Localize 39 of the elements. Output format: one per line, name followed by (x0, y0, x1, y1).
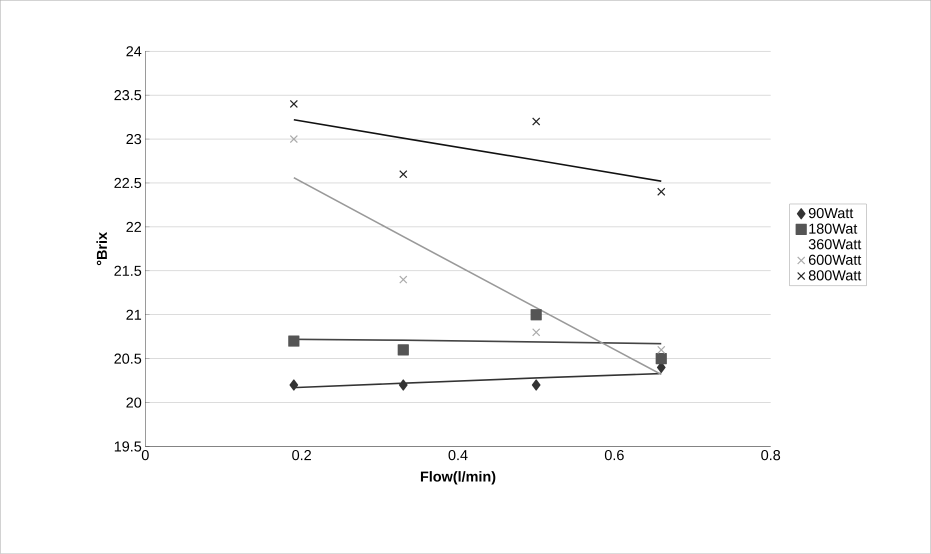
point (532, 328, 540, 337)
point (398, 380, 408, 391)
x-tick-label: 0.4 (448, 450, 468, 460)
x-axis-title: Flow(l/min) (420, 471, 496, 485)
x-tick-label: 0.2 (292, 450, 311, 460)
y-tick-label: 24 (126, 46, 142, 56)
y-tick-label: 23 (126, 134, 142, 144)
point (290, 135, 298, 144)
x-tick-label: 0.6 (604, 450, 624, 460)
y-tick-label: 22 (126, 222, 142, 232)
y-tick-label: 19.5 (114, 442, 142, 452)
y-tick-label: 21 (126, 310, 142, 320)
text: 360Watt (808, 239, 862, 250)
y-tick-label: 20.5 (114, 354, 142, 364)
y-tick-label: 22.5 (114, 178, 142, 188)
y-tick-label: 20 (126, 398, 142, 408)
legend-label: 600Watt (808, 254, 862, 266)
point (532, 380, 541, 391)
point (289, 380, 298, 391)
line-series (293, 177, 662, 376)
legend-label: 800Watt (808, 270, 862, 281)
point (657, 346, 666, 354)
legend-label: 90Watt (808, 208, 854, 218)
point (657, 188, 666, 196)
point (288, 336, 300, 347)
y-tick-label: 21.5 (114, 266, 142, 276)
point (532, 117, 540, 126)
point (290, 100, 298, 108)
point (399, 276, 408, 284)
y-axis-title: °Brix (96, 232, 107, 266)
legend-label: 180Wat (809, 224, 858, 234)
point (530, 309, 542, 320)
point (398, 344, 409, 356)
line-series (293, 119, 662, 182)
point (656, 353, 667, 364)
x-tick-label: 0.8 (761, 450, 780, 460)
y-tick-label: 23.5 (114, 90, 142, 100)
point (399, 170, 408, 178)
x-tick-label: 0 (142, 450, 149, 460)
